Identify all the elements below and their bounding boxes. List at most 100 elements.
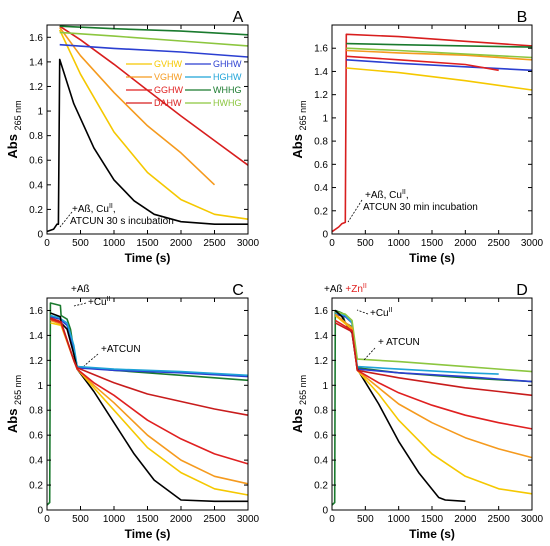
- series-line: [346, 47, 533, 59]
- y-tick-label: 0: [322, 230, 328, 241]
- x-tick-label: 0: [44, 238, 50, 249]
- y-tick-label: 1.2: [29, 82, 43, 93]
- annotation-line2: ATCUN 30 s incubation: [70, 216, 174, 227]
- annotation-text: +Aß, Cu: [365, 190, 402, 201]
- series-line: [335, 310, 533, 373]
- annotation: +Aß, CuII,: [72, 203, 116, 215]
- y-axis-label-main: Abs: [290, 405, 305, 433]
- x-tick-label: 0: [329, 514, 335, 525]
- legend-label: VGHW: [154, 72, 183, 82]
- y-tick-label: 0.2: [29, 481, 43, 492]
- series-line: [58, 29, 249, 220]
- annotation: +CuII: [88, 296, 111, 308]
- series-line: [50, 314, 249, 377]
- x-tick-label: 1000: [388, 514, 411, 525]
- series-line: [331, 33, 533, 233]
- x-tick-label: 3000: [521, 514, 544, 525]
- y-tick-label: 0: [37, 230, 43, 241]
- x-tick-label: 2500: [203, 514, 226, 525]
- annotation-text-red: +Zn: [343, 284, 363, 295]
- annotation-text: +Aß: [71, 284, 90, 295]
- y-tick-label: 0: [322, 506, 328, 517]
- series-line: [59, 27, 216, 186]
- y-axis-label-sub: 265 nm: [298, 375, 308, 405]
- annotation-sup: II: [109, 203, 113, 210]
- x-tick-label: 1500: [136, 514, 159, 525]
- y-axis-label: Abs 265 nm: [290, 375, 308, 433]
- y-tick-label: 0.4: [29, 180, 43, 191]
- x-axis-label: Time (s): [409, 251, 455, 265]
- y-axis-label: Abs 265 nm: [5, 100, 23, 158]
- y-tick-label: 0.8: [314, 406, 328, 417]
- legend-label: DAHW: [154, 98, 182, 108]
- series-line: [346, 59, 533, 72]
- x-tick-label: 2500: [203, 238, 226, 249]
- annotation: +CuII: [370, 307, 393, 319]
- annotation-suffix: ,: [113, 204, 116, 215]
- annotation: +Aß, CuII,: [365, 189, 409, 201]
- series-line: [334, 314, 533, 495]
- y-tick-label: 1: [37, 381, 43, 392]
- x-axis-label: Time (s): [125, 251, 171, 265]
- y-tick-label: 0.2: [29, 205, 43, 216]
- y-tick-label: 0.4: [314, 183, 328, 194]
- series-line: [346, 55, 499, 72]
- y-tick-label: 0.6: [314, 160, 328, 171]
- series-line: [50, 318, 249, 465]
- panel-letter: C: [232, 282, 244, 299]
- x-tick-label: 3000: [237, 238, 260, 249]
- series-line: [50, 312, 248, 503]
- annotation-text: + ATCUN: [378, 337, 420, 348]
- y-tick-label: 1.4: [29, 331, 43, 342]
- y-tick-label: 0.8: [29, 131, 43, 142]
- annotation-text: +ATCUN: [101, 344, 141, 355]
- series-line: [59, 43, 249, 58]
- annotation: +Aß +ZnII: [324, 283, 367, 295]
- x-tick-label: 1500: [421, 238, 444, 249]
- annotation-sup: II: [389, 307, 393, 314]
- legend-label: GHHW: [213, 59, 242, 69]
- y-axis-label-sub: 265 nm: [298, 100, 308, 130]
- panel-D: 0 500 1000 1500 2000 2500 3000 0 0.2 0.4 0.6 0.8 1 1.…: [290, 282, 544, 541]
- series-line: [50, 315, 249, 378]
- panel-letter: A: [233, 9, 244, 26]
- y-tick-label: 0.2: [314, 206, 328, 217]
- series-line: [46, 58, 248, 233]
- series-line: [50, 319, 249, 485]
- y-tick-label: 0.6: [314, 431, 328, 442]
- y-tick-label: 1.2: [29, 356, 43, 367]
- y-tick-label: 1: [322, 113, 328, 124]
- annotation: +Aß: [71, 284, 90, 295]
- panel-letter: D: [516, 282, 528, 299]
- x-tick-label: 2000: [454, 514, 477, 525]
- panel-letter: B: [517, 9, 528, 26]
- annotation: + ATCUN: [378, 337, 420, 348]
- y-tick-label: 1.6: [314, 306, 328, 317]
- annotation-suffix: ,: [406, 190, 409, 201]
- y-tick-label: 0.8: [314, 137, 328, 148]
- y-tick-label: 1.2: [314, 356, 328, 367]
- y-tick-label: 1.4: [314, 67, 328, 78]
- annotation-arrow: [73, 302, 87, 307]
- x-tick-label: 500: [72, 238, 89, 249]
- series-line: [346, 42, 533, 48]
- annotation: +ATCUN: [101, 344, 141, 355]
- x-tick-label: 1000: [103, 238, 126, 249]
- panel-C: 0 500 1000 1500 2000 2500 3000 0 0.2 0.4 0.6 0.8 1 1.…: [5, 282, 260, 541]
- plot-frame: [46, 297, 249, 511]
- y-tick-label: 0.4: [29, 456, 43, 467]
- x-tick-label: 1000: [103, 514, 126, 525]
- series-line: [59, 31, 249, 47]
- x-tick-label: 500: [72, 514, 89, 525]
- series-line: [346, 67, 533, 91]
- y-axis-label: Abs 265 nm: [290, 100, 308, 158]
- x-tick-label: 1000: [388, 238, 411, 249]
- annotation-sup: II: [107, 296, 111, 303]
- x-tick-label: 2500: [488, 514, 511, 525]
- annotation-text: +Cu: [88, 297, 107, 308]
- annotation-sup: II: [402, 189, 406, 196]
- y-axis-label-sub: 265 nm: [13, 100, 23, 130]
- y-axis-label-main: Abs: [5, 130, 20, 158]
- y-tick-label: 1: [322, 381, 328, 392]
